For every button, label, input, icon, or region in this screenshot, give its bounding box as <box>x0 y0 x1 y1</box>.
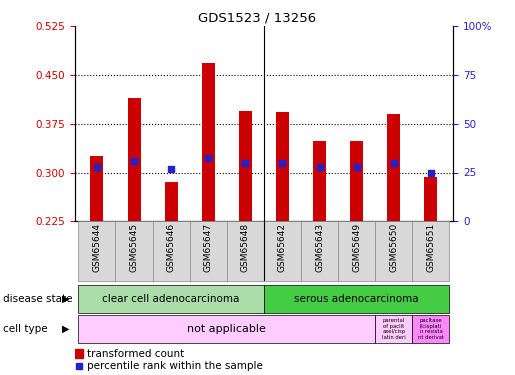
Text: GSM65647: GSM65647 <box>204 223 213 272</box>
Text: GSM65643: GSM65643 <box>315 223 324 272</box>
Text: clear cell adenocarcinoma: clear cell adenocarcinoma <box>102 294 240 304</box>
Text: not applicable: not applicable <box>187 324 266 334</box>
Text: percentile rank within the sample: percentile rank within the sample <box>87 362 263 371</box>
Bar <box>387 114 400 221</box>
Bar <box>375 315 413 343</box>
Text: cell type: cell type <box>3 324 47 334</box>
Text: GDS1523 / 13256: GDS1523 / 13256 <box>198 11 317 24</box>
Bar <box>78 221 115 281</box>
Bar <box>375 221 413 281</box>
Bar <box>78 285 264 313</box>
Bar <box>313 141 326 221</box>
Bar <box>91 156 104 221</box>
Bar <box>413 221 450 281</box>
Text: disease state: disease state <box>3 294 72 304</box>
Bar <box>190 221 227 281</box>
Text: GSM65651: GSM65651 <box>426 223 436 272</box>
Bar <box>264 285 450 313</box>
Text: transformed count: transformed count <box>87 349 184 359</box>
Bar <box>128 98 141 221</box>
Text: GSM65650: GSM65650 <box>389 223 398 272</box>
Bar <box>115 221 152 281</box>
Text: parental
of paclit
axel/cisp
latin deri: parental of paclit axel/cisp latin deri <box>382 318 406 340</box>
Bar <box>276 112 289 221</box>
Text: GSM65642: GSM65642 <box>278 223 287 272</box>
Bar <box>75 350 83 358</box>
Bar <box>264 221 301 281</box>
Text: GSM65644: GSM65644 <box>92 223 101 272</box>
Bar <box>202 63 215 221</box>
Text: GSM65646: GSM65646 <box>167 223 176 272</box>
Text: ▶: ▶ <box>62 324 70 334</box>
Bar <box>165 182 178 221</box>
Text: ▶: ▶ <box>62 294 70 304</box>
Bar <box>227 221 264 281</box>
Text: serous adenocarcinoma: serous adenocarcinoma <box>295 294 419 304</box>
Bar <box>424 177 437 221</box>
Bar <box>338 221 375 281</box>
Bar <box>152 221 190 281</box>
Bar <box>413 315 450 343</box>
Bar <box>350 141 363 221</box>
Text: GSM65649: GSM65649 <box>352 223 361 272</box>
Bar <box>78 315 375 343</box>
Text: GSM65645: GSM65645 <box>130 223 139 272</box>
Bar <box>301 221 338 281</box>
Text: pacltaxe
l/cisplati
n resista
nt derivat: pacltaxe l/cisplati n resista nt derivat <box>418 318 444 340</box>
Text: GSM65648: GSM65648 <box>241 223 250 272</box>
Bar <box>239 111 252 221</box>
